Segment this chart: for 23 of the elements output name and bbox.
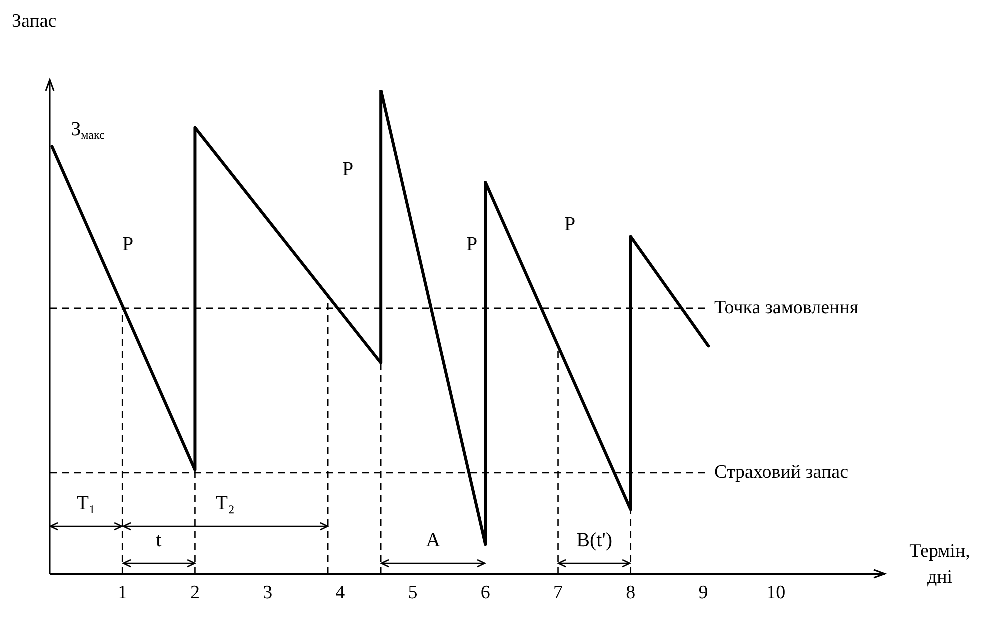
x-tick-label: 9: [698, 582, 708, 604]
ref-line-label: Точка замовлення: [714, 297, 859, 318]
x-tick-label: 4: [336, 582, 346, 604]
annotation: T₁: [76, 492, 96, 514]
annotation: P: [466, 233, 478, 256]
x-tick-label: 1: [118, 582, 128, 604]
x-tick-label: 7: [554, 582, 564, 604]
ref-line-label: Страховий запас: [714, 462, 849, 483]
annotation: P: [564, 213, 576, 236]
annotation: T₂: [216, 492, 235, 514]
x-tick-label: 6: [480, 582, 490, 604]
annotation: P: [342, 158, 354, 180]
x-tick-label: 2: [190, 582, 200, 604]
x-tick-label: 5: [408, 582, 418, 604]
annotation: P: [122, 233, 134, 256]
annotation: t: [156, 529, 162, 552]
annotation: B(t'): [576, 529, 612, 552]
annotation: A: [426, 529, 442, 552]
x-tick-label: 10: [766, 582, 786, 604]
x-tick-label: 8: [626, 582, 636, 604]
x-axis-title: Термін, дні: [910, 541, 970, 588]
x-tick-label: 3: [263, 582, 273, 604]
y-axis-title: Запас: [12, 10, 57, 32]
